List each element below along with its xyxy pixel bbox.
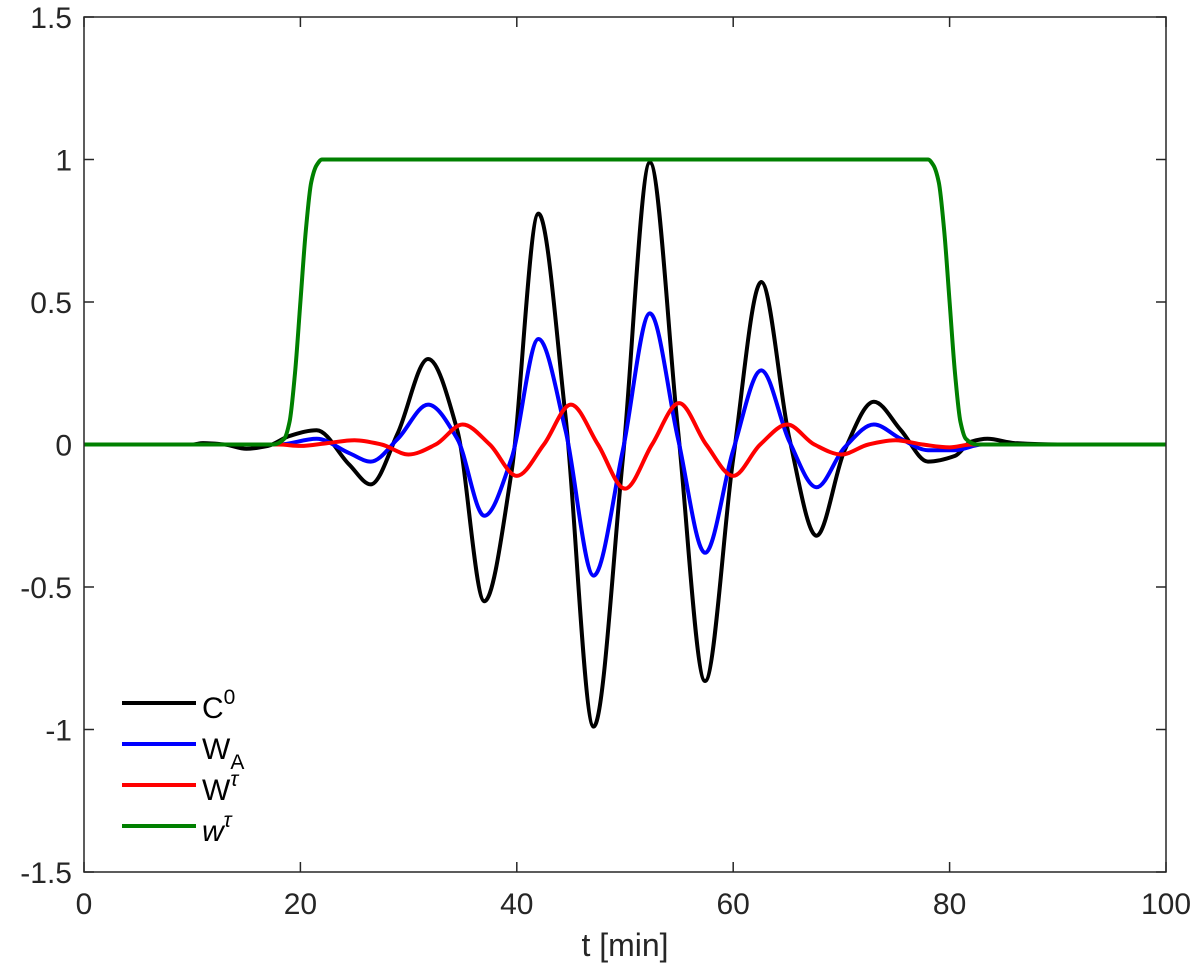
y-tick-label: -1.5 — [20, 857, 72, 890]
tick-labels: 0 20 40 60 80 100 -1.5 -1 -0.5 0 0.5 1 1.5 — [20, 2, 1191, 921]
legend-item-wa: WA — [122, 733, 244, 774]
legend-label: Wτ — [202, 768, 239, 807]
y-tick-label: 1.5 — [30, 2, 72, 35]
legend-item-wtau: Wτ — [122, 768, 239, 807]
x-tick-label: 20 — [284, 888, 317, 921]
x-tick-label: 100 — [1141, 888, 1191, 921]
series-c0-line — [84, 160, 1166, 729]
x-tick-label: 60 — [717, 888, 750, 921]
legend-label: wτ — [202, 809, 233, 848]
y-tick-label: 1 — [55, 145, 72, 178]
x-tick-label: 0 — [76, 888, 93, 921]
y-tick-label: 0 — [55, 430, 72, 463]
y-tick-label: -1 — [45, 715, 72, 748]
series-w-tau-line — [84, 157, 1166, 447]
series-wtau-line — [84, 401, 1166, 491]
x-axis-label: t [min] — [581, 927, 668, 963]
legend-label: WA — [202, 733, 244, 774]
series-wa-line — [84, 311, 1166, 578]
y-tick-label: -0.5 — [20, 572, 72, 605]
plot-frame — [83, 16, 1167, 873]
legend-label: C0 — [202, 686, 235, 725]
legend-item-c0: C0 — [122, 686, 235, 725]
x-tick-label: 40 — [500, 888, 533, 921]
x-tick-label: 80 — [933, 888, 966, 921]
y-tick-label: 0.5 — [30, 287, 72, 320]
legend-item-w-tau: wτ — [122, 809, 233, 848]
series-lines — [84, 157, 1166, 729]
